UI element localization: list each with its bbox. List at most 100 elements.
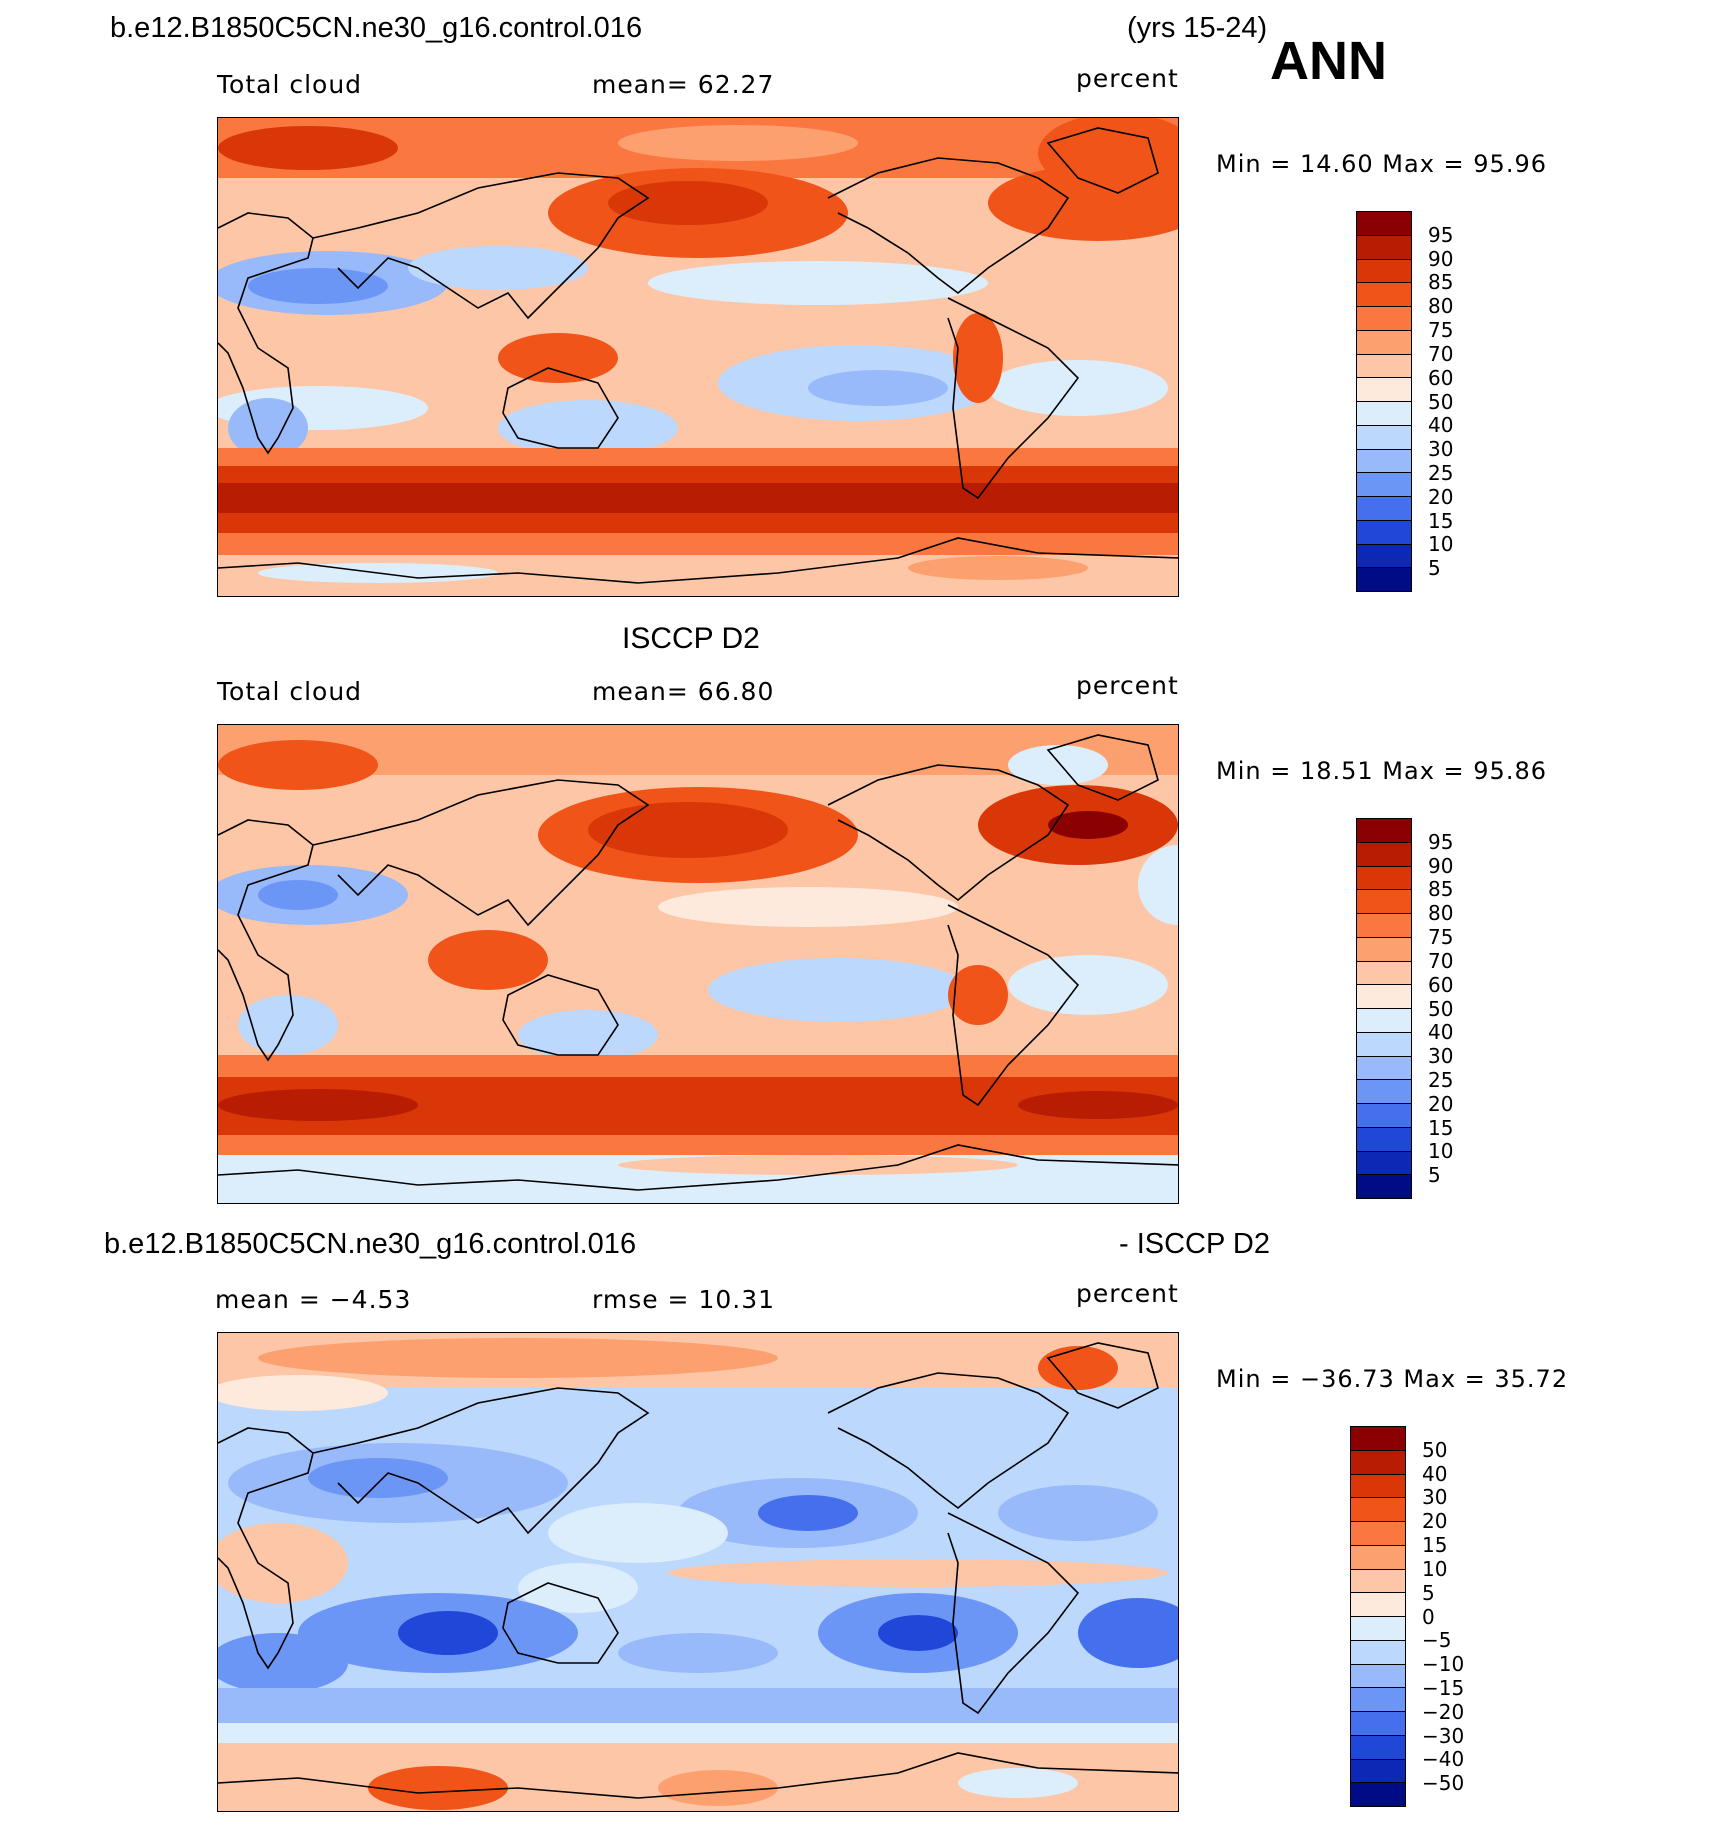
colorbar-swatch <box>1357 913 1411 937</box>
colorbar-label: 25 <box>1428 460 1454 485</box>
colorbar-swatch <box>1357 472 1411 496</box>
colorbar-label: 15 <box>1428 508 1454 533</box>
panel2-units: percent <box>1076 671 1179 700</box>
colorbar-swatch <box>1357 889 1411 913</box>
colorbar-label: 50 <box>1428 996 1454 1021</box>
panel2-mean: mean= 66.80 <box>592 677 775 706</box>
case-title: b.e12.B1850C5CN.ne30_g16.control.016 <box>110 12 643 44</box>
colorbar-swatch <box>1357 377 1411 401</box>
colorbar-label: 30 <box>1428 437 1454 462</box>
panel1-units: percent <box>1076 64 1179 93</box>
years-label: (yrs 15-24) <box>1127 12 1268 44</box>
colorbar-label: 70 <box>1428 341 1454 366</box>
colorbar-label: 10 <box>1422 1556 1448 1581</box>
colorbar-swatch <box>1351 1663 1405 1688</box>
colorbar-swatch <box>1351 1782 1405 1806</box>
panel3-minmax: Min = −36.73 Max = 35.72 <box>1216 1365 1569 1393</box>
colorbar-label: 50 <box>1422 1437 1448 1462</box>
colorbar-swatch <box>1357 936 1411 961</box>
colorbar-label: 40 <box>1428 1020 1454 1045</box>
colorbar-swatch <box>1351 1449 1405 1474</box>
colorbar-label: 15 <box>1428 1115 1454 1140</box>
colorbar-swatch <box>1351 1616 1405 1640</box>
colorbar-label: 50 <box>1428 389 1454 414</box>
colorbar-swatch <box>1357 819 1411 842</box>
colorbar-label: −5 <box>1422 1628 1452 1653</box>
colorbar-label: 85 <box>1428 877 1454 902</box>
panel1-mean: mean= 62.27 <box>592 70 775 99</box>
colorbar-swatch <box>1357 212 1411 235</box>
colorbar-label: 70 <box>1428 948 1454 973</box>
colorbar-label: 5 <box>1428 1163 1441 1188</box>
colorbar-label: 15 <box>1422 1533 1448 1558</box>
colorbar-swatch <box>1351 1758 1405 1783</box>
colorbar-swatch <box>1351 1639 1405 1664</box>
colorbar-swatch <box>1357 424 1411 449</box>
panel3-mean: mean = −4.53 <box>215 1285 412 1314</box>
panel1-minmax: Min = 14.60 Max = 95.96 <box>1216 150 1547 178</box>
colorbar-label: 25 <box>1428 1067 1454 1092</box>
colorbar-label: 95 <box>1428 222 1454 247</box>
colorbar-label: 60 <box>1428 972 1454 997</box>
panel3-title-case: b.e12.B1850C5CN.ne30_g16.control.016 <box>104 1228 637 1260</box>
colorbar-label: 20 <box>1428 1091 1454 1116</box>
colorbar-label: −10 <box>1422 1652 1465 1677</box>
colorbar-swatch <box>1357 496 1411 520</box>
panel1-map <box>217 117 1179 597</box>
colorbar-swatch <box>1351 1473 1405 1498</box>
panel3-units: percent <box>1076 1279 1179 1308</box>
colorbar-swatch <box>1357 234 1411 259</box>
colorbar-swatch <box>1357 306 1411 330</box>
colorbar-label: −30 <box>1422 1723 1465 1748</box>
colorbar-swatch <box>1357 984 1411 1008</box>
colorbar-label: 40 <box>1428 413 1454 438</box>
colorbar-swatch <box>1357 258 1411 283</box>
colorbar-label: 5 <box>1428 556 1441 581</box>
panel2-colorbar <box>1356 818 1412 1199</box>
panel3-rmse: rmse = 10.31 <box>592 1285 776 1314</box>
colorbar-label: −20 <box>1422 1699 1465 1724</box>
colorbar-swatch <box>1357 1055 1411 1080</box>
colorbar-label: 80 <box>1428 294 1454 319</box>
colorbar-label: 80 <box>1428 901 1454 926</box>
colorbar-swatch <box>1357 841 1411 866</box>
colorbar-swatch <box>1357 353 1411 378</box>
panel3-map <box>217 1332 1179 1812</box>
colorbar-label: −50 <box>1422 1771 1465 1796</box>
colorbar-label: 10 <box>1428 532 1454 557</box>
colorbar-label: 75 <box>1428 925 1454 950</box>
colorbar-label: 30 <box>1428 1044 1454 1069</box>
colorbar-label: 5 <box>1422 1580 1435 1605</box>
colorbar-swatch <box>1357 865 1411 890</box>
colorbar-swatch <box>1357 567 1411 591</box>
colorbar-label: 90 <box>1428 246 1454 271</box>
colorbar-swatch <box>1357 1031 1411 1056</box>
colorbar-label: 30 <box>1422 1485 1448 1510</box>
colorbar-swatch <box>1351 1427 1405 1450</box>
colorbar-swatch <box>1357 543 1411 568</box>
colorbar-label: −40 <box>1422 1747 1465 1772</box>
colorbar-swatch <box>1357 1079 1411 1103</box>
colorbar-swatch <box>1357 329 1411 354</box>
colorbar-swatch <box>1357 282 1411 306</box>
panel2-variable: Total cloud <box>217 677 363 706</box>
colorbar-label: 95 <box>1428 829 1454 854</box>
colorbar-swatch <box>1357 519 1411 544</box>
colorbar-swatch <box>1357 1150 1411 1175</box>
panel2-minmax: Min = 18.51 Max = 95.86 <box>1216 757 1547 785</box>
colorbar-swatch <box>1351 1687 1405 1711</box>
colorbar-swatch <box>1357 1174 1411 1198</box>
panel1-variable: Total cloud <box>217 70 363 99</box>
colorbar-label: 90 <box>1428 853 1454 878</box>
colorbar-swatch <box>1351 1711 1405 1735</box>
colorbar-swatch <box>1357 1103 1411 1127</box>
colorbar-swatch <box>1351 1544 1405 1569</box>
colorbar-swatch <box>1357 1008 1411 1032</box>
colorbar-swatch <box>1351 1568 1405 1593</box>
colorbar-label: 40 <box>1422 1461 1448 1486</box>
panel2-map <box>217 724 1179 1204</box>
colorbar-label: 20 <box>1428 484 1454 509</box>
panel2-title: ISCCP D2 <box>622 622 760 655</box>
colorbar-label: −15 <box>1422 1675 1465 1700</box>
colorbar-label: 10 <box>1428 1139 1454 1164</box>
